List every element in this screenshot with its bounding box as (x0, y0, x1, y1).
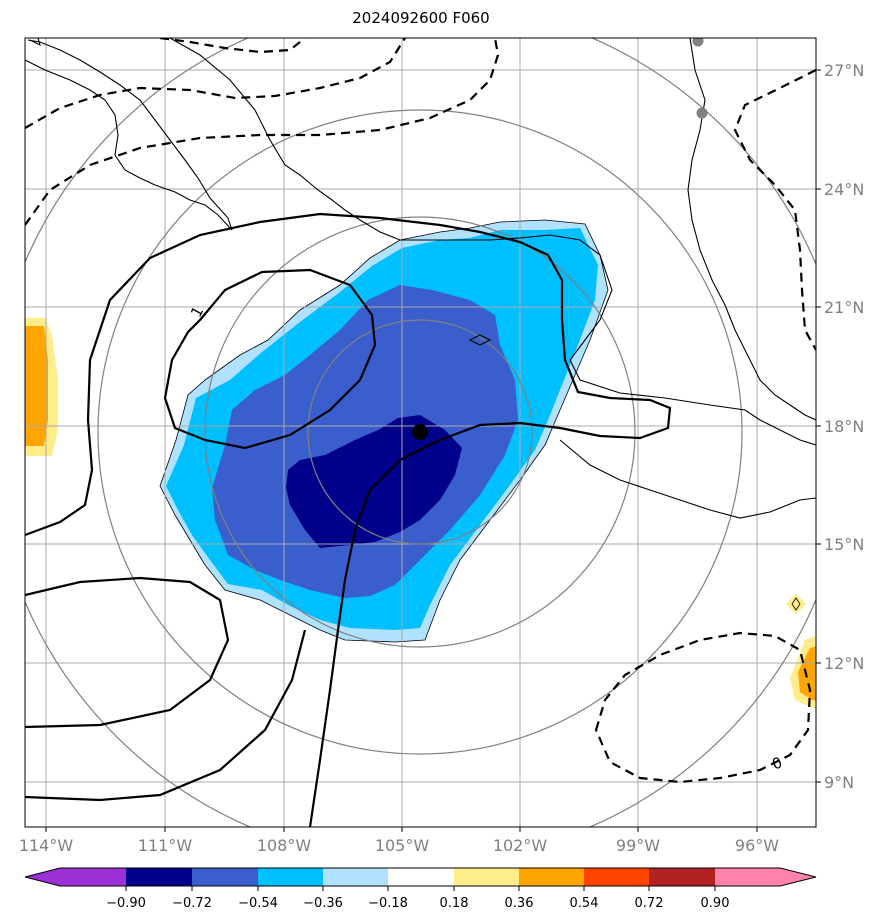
colorbar-segment (126, 868, 192, 886)
colorbar-tick-label: 0.18 (440, 896, 469, 911)
contour-label-0: 0 (770, 753, 785, 773)
lat-tick-label: 9°N (824, 773, 854, 792)
colorbar-tick-label: 0.90 (701, 896, 730, 911)
colorbar-segment (258, 868, 323, 886)
lon-tick-label: 105°W (375, 836, 430, 855)
colorbar-segment (454, 868, 519, 886)
anomaly-fill-pos-small-diamond (786, 594, 806, 614)
colorbar-segment (323, 868, 388, 886)
map-frame (24, 37, 817, 828)
lon-tick-label: 114°W (19, 836, 74, 855)
colorbar-extend-high (780, 868, 816, 886)
map-area: 1 0 (25, 38, 816, 827)
colorbar-tick-label: −0.90 (106, 896, 146, 911)
anomaly-fill-pos-mid-east (798, 646, 816, 701)
colorbar-tick-label: −0.54 (238, 896, 278, 911)
lon-tick-label: 99°W (616, 836, 660, 855)
lon-tick-label: 108°W (257, 836, 312, 855)
lat-tick-label: 18°N (824, 417, 864, 436)
contour-label-1: 1 (187, 303, 207, 320)
lon-tick-label: 96°W (735, 836, 779, 855)
lon-tick-label: 111°W (138, 836, 193, 855)
anomaly-fill-pos-mid-west (25, 326, 48, 446)
coastlines (25, 38, 816, 519)
colorbar-segment (60, 868, 126, 886)
map-title: 2024092600 F060 (352, 9, 490, 27)
colorbar-outline (24, 867, 817, 887)
colorbar-segment (715, 868, 780, 886)
colorbar-tick-label: −0.36 (303, 896, 343, 911)
station-marker (692, 38, 704, 47)
storm-center-marker (412, 424, 428, 440)
colorbar-tick-label: 0.36 (505, 896, 534, 911)
latitude-labels: 27°N 24°N 21°N 18°N 15°N 12°N 9°N (824, 61, 864, 792)
colorbar-tick-label: 0.72 (635, 896, 664, 911)
lat-tick-label: 12°N (824, 654, 864, 673)
station-marker (696, 107, 708, 119)
contours-dashed (25, 38, 816, 784)
colorbar-tick-label: −0.72 (172, 896, 212, 911)
colorbar-segment (519, 868, 584, 886)
lat-tick-label: 21°N (824, 298, 864, 317)
contours-solid (25, 212, 672, 827)
colorbar: −0.90 −0.72 −0.54 −0.36 −0.18 0.18 0.36 … (24, 867, 817, 911)
lat-tick-label: 24°N (824, 180, 864, 199)
lat-tick-label: 27°N (824, 61, 864, 80)
range-rings (25, 38, 816, 827)
colorbar-segment (192, 868, 258, 886)
anomaly-outline (159, 219, 609, 643)
colorbar-tick-label: 0.54 (570, 896, 599, 911)
colorbar-segment (388, 868, 454, 886)
gridlines (25, 38, 816, 827)
lat-tick-label: 15°N (824, 535, 864, 554)
colorbar-tick-label: −0.18 (368, 896, 408, 911)
anomaly-fill-diamond-outline (791, 597, 801, 611)
tick-marks (45, 69, 821, 832)
colorbar-segment (584, 868, 649, 886)
anomaly-fill-neg-strong (286, 415, 462, 548)
longitude-labels: 114°W 111°W 108°W 105°W 102°W 99°W 96°W (19, 836, 779, 855)
colorbar-extend-low (25, 868, 60, 886)
colorbar-segment (649, 868, 715, 886)
lon-tick-label: 102°W (493, 836, 548, 855)
